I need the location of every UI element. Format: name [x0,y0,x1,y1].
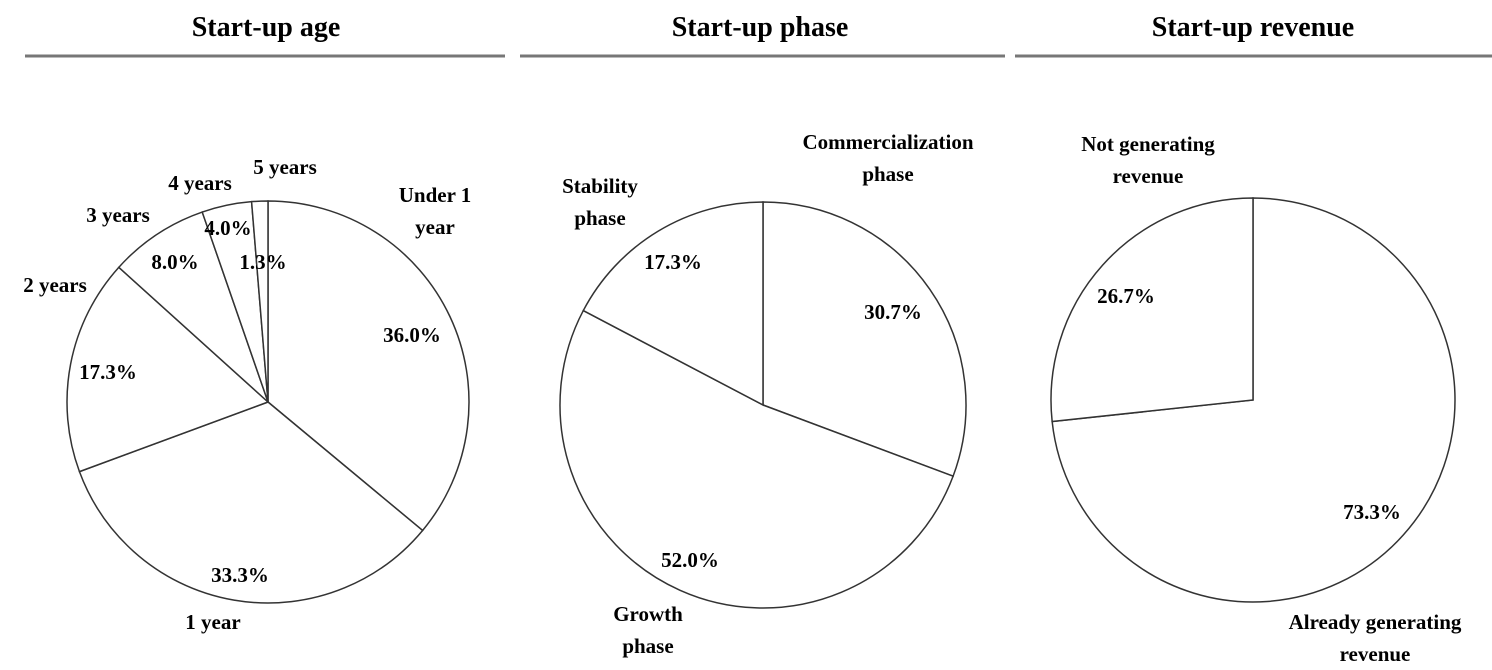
pie-slice [582,201,764,407]
chart-title: Start-up revenue [1151,12,1355,43]
value-label: 17.3% [79,360,137,384]
pie-slice [117,211,269,403]
value-label: 33.3% [211,563,269,587]
pie-slice [250,200,269,403]
value-label: 4.0% [204,216,252,240]
value-label: 73.3% [1343,500,1401,524]
pie-slice [66,266,270,473]
value-label: 17.3% [644,250,702,274]
category-label: 5 years [253,155,317,179]
pie-slice [267,200,470,532]
category-label: Already generating revenue [1288,610,1462,666]
category-label: 1 year [185,610,241,634]
category-label: 4 years [168,171,232,195]
chart-title: Start-up phase [671,12,849,43]
category-label: Growth phase [613,602,683,658]
category-label: Stability phase [562,174,638,230]
category-label: 3 years [86,203,150,227]
category-label: Not generating revenue [1081,132,1215,188]
value-label: 52.0% [661,548,719,572]
pie-slice [78,401,424,604]
value-label: 26.7% [1097,284,1155,308]
pie-slice [559,309,955,609]
category-label: Commercialization phase [802,130,974,186]
category-label: Under 1 year [398,183,472,239]
category-label: 2 years [23,273,87,297]
chart-title: Start-up age [191,12,341,43]
value-label: 8.0% [151,250,199,274]
pie-slice [762,201,967,478]
value-label: 1.3% [239,250,287,274]
pie-slice [1050,197,1254,423]
value-label: 30.7% [864,300,922,324]
value-label: 36.0% [383,323,441,347]
